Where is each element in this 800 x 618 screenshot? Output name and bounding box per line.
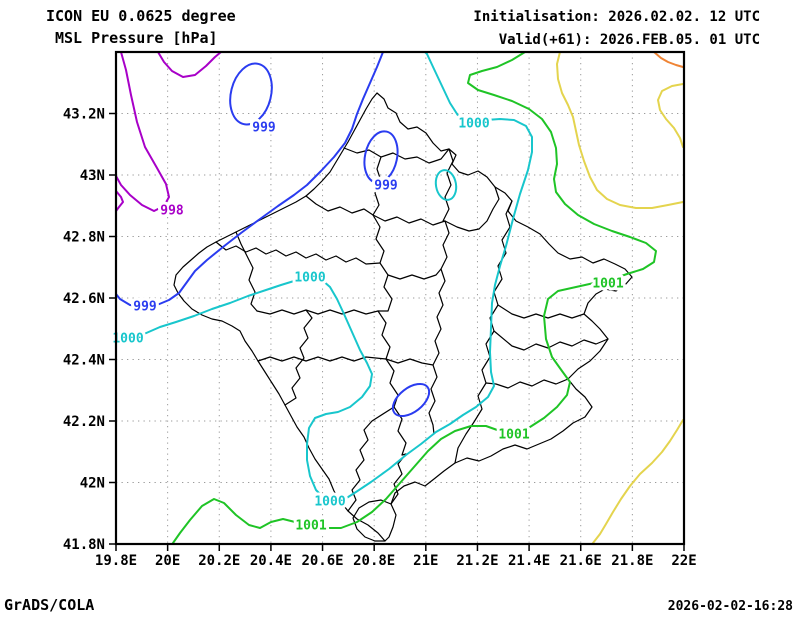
- municipal-border: [235, 231, 258, 312]
- isobar-label-1000: 1000: [458, 117, 489, 132]
- isobar-label-999: 999: [252, 121, 275, 136]
- isobar-1002: [657, 83, 684, 148]
- model-title: ICON EU 0.0625 degree: [46, 7, 236, 25]
- isobar-1002: [592, 419, 684, 544]
- x-tick-label: 20E: [155, 553, 180, 569]
- valid-time-label: Valid(+61): 2026.FEB.05. 01 UTC: [499, 32, 760, 48]
- isobar-999-closed: [391, 382, 431, 418]
- plot-frame: [114, 50, 686, 546]
- isobar-999-closed: [229, 62, 273, 126]
- y-tick-label: 43.2N: [63, 107, 105, 123]
- x-tick-label: 20.8E: [353, 553, 395, 569]
- municipal-border: [485, 378, 569, 389]
- municipal-border: [385, 358, 434, 366]
- isobar-1000-closed: [434, 169, 458, 201]
- x-tick-label: 21.6E: [560, 553, 602, 569]
- isobar-1000: [116, 52, 533, 503]
- y-tick-label: 42.2N: [63, 414, 105, 430]
- isobar-999: [116, 52, 384, 308]
- y-tick-label: 42.6N: [63, 291, 105, 307]
- isobar-label-999: 999: [374, 179, 397, 194]
- x-tick-label: 19.8E: [95, 553, 137, 569]
- municipal-border: [257, 356, 387, 362]
- isobar-1001: [172, 52, 657, 544]
- initialisation-label: Initialisation: 2026.02.02. 12 UTC: [473, 9, 760, 25]
- x-tick-label: 21.8E: [611, 553, 653, 569]
- isobar-label-998: 998: [160, 204, 184, 219]
- x-tick-label: 20.2E: [198, 553, 240, 569]
- isobar-label-1000: 1000: [112, 332, 143, 347]
- isobar-1003: [653, 52, 684, 68]
- y-tick-label: 42.8N: [63, 230, 105, 246]
- municipal-border: [428, 220, 450, 435]
- municipal-border: [497, 304, 585, 319]
- country-outline: [173, 92, 633, 542]
- contour-label-layer: 998 999 999 999 1000 1000 1000 1000 1001 1001 1001: [109, 114, 626, 537]
- municipal-border: [493, 330, 609, 351]
- grads-cola-credit: GrADS/COLA: [4, 596, 94, 614]
- y-tick-label: 43N: [80, 168, 105, 184]
- isobar-layer: [116, 52, 684, 544]
- kosovo-borders-layer: [173, 92, 633, 542]
- isobar-998: [157, 52, 222, 78]
- municipal-border: [352, 499, 392, 542]
- municipal-border: [372, 156, 382, 216]
- isobar-998: [116, 52, 170, 212]
- municipal-border: [347, 406, 395, 512]
- x-tick-label: 21.2E: [456, 553, 498, 569]
- municipal-border: [215, 241, 381, 265]
- municipal-border: [305, 195, 480, 232]
- isobar-label-999: 999: [133, 300, 156, 315]
- x-tick-label: 20.6E: [301, 553, 343, 569]
- isobar-label-1000: 1000: [294, 271, 325, 286]
- municipal-border: [454, 200, 513, 464]
- y-tick-label: 42.4N: [63, 353, 105, 369]
- municipal-border: [442, 148, 454, 222]
- isobar-998: [116, 190, 124, 212]
- municipal-border: [387, 268, 442, 280]
- municipal-border: [372, 214, 393, 312]
- isobar-label-1001: 1001: [498, 428, 529, 443]
- municipal-border: [377, 310, 407, 456]
- y-tick-label: 42N: [80, 476, 105, 492]
- municipal-border: [390, 453, 407, 505]
- isobar-label-1001: 1001: [295, 519, 326, 534]
- variable-title: MSL Pressure [hPa]: [55, 29, 218, 47]
- x-tick-label: 21.4E: [508, 553, 550, 569]
- isobar-label-1001: 1001: [592, 277, 623, 292]
- x-tick-label: 21E: [413, 553, 438, 569]
- isobar-1002: [556, 52, 684, 209]
- municipal-border: [478, 186, 500, 230]
- creation-timestamp: 2026-02-02-16:28: [668, 599, 793, 614]
- y-tick-label: 41.8N: [63, 537, 105, 553]
- isobar-999-closed: [363, 130, 399, 184]
- x-tick-label: 22E: [671, 553, 696, 569]
- isobar-label-1000: 1000: [314, 495, 345, 510]
- municipal-border: [343, 147, 450, 164]
- municipal-border: [256, 309, 379, 315]
- axis-layer: 19.8E 20E 20.2E 20.4E 20.6E 20.8E 21E 21.2E 21.4…: [63, 107, 697, 570]
- x-tick-label: 20.4E: [250, 553, 292, 569]
- municipal-border: [284, 309, 313, 406]
